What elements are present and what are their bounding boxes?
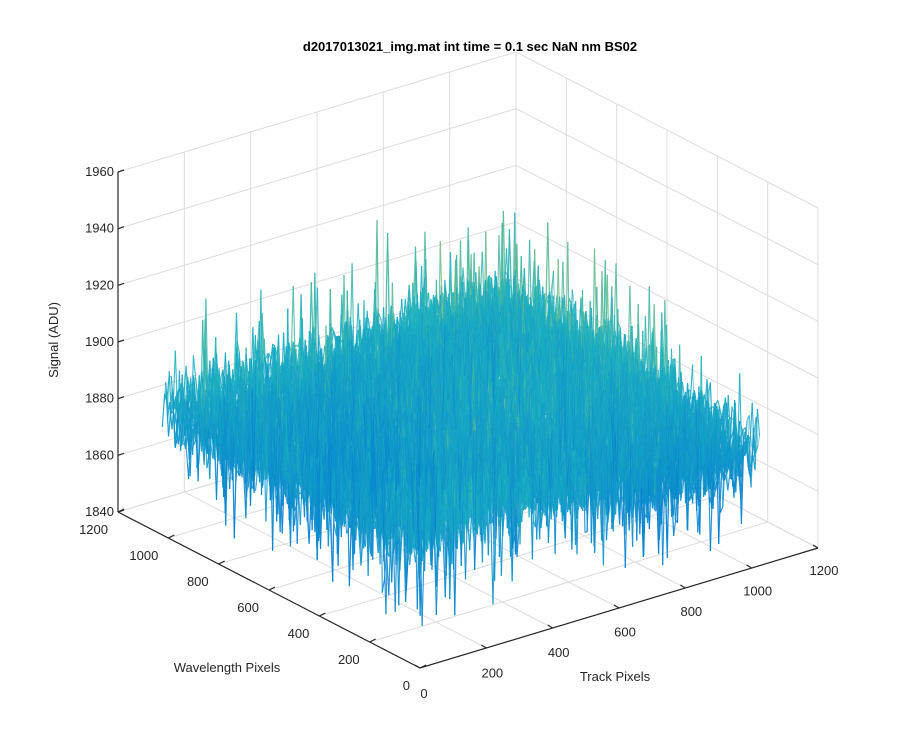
surface-segment (192, 355, 197, 379)
surface-segment (185, 372, 189, 379)
grid-line-z-6 (117, 51, 819, 209)
surface-segment (331, 340, 335, 358)
surface-mesh (161, 210, 761, 626)
surface-segment (185, 449, 190, 480)
chart-title: d2017013021_img.mat int time = 0.1 sec N… (303, 39, 637, 54)
surface-segment (444, 279, 448, 301)
surface-segment (355, 329, 359, 344)
surface-segment (398, 299, 403, 329)
